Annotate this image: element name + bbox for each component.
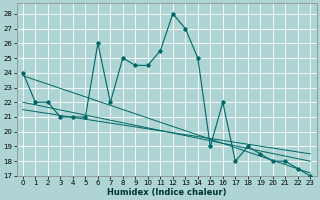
X-axis label: Humidex (Indice chaleur): Humidex (Indice chaleur) [107,188,226,197]
